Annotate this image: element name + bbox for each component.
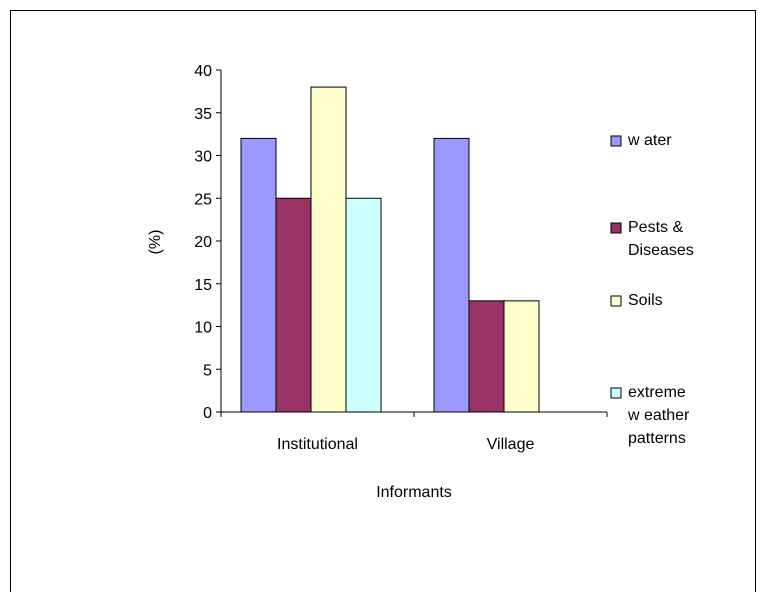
legend: w ater Pests & Diseases Soils extreme w eathe… [610, 132, 694, 447]
y-tick-label: 15 [194, 277, 212, 294]
legend-label-2: Soils [628, 292, 663, 309]
legend-label-1: Pests & [628, 219, 683, 236]
legend-swatch-3 [610, 387, 622, 399]
y-tick-label: 25 [194, 191, 212, 208]
legend-label-3: extreme [628, 384, 686, 401]
legend-swatch-1 [610, 222, 622, 234]
x-tick-label-institutional: Institutional [277, 436, 358, 453]
legend-label-0: w ater [627, 132, 672, 149]
y-tick-label: 30 [194, 149, 212, 166]
y-tick-label: 0 [203, 405, 212, 422]
bar-institutional-series-1 [275, 197, 312, 413]
plot-area: 0 5 10 15 20 25 30 35 40 Institutional Village [194, 63, 608, 453]
bar-institutional-series-0 [240, 137, 277, 413]
legend-label-3: patterns [628, 430, 686, 447]
x-tick-label-village: Village [487, 436, 535, 453]
y-tick-label: 35 [194, 106, 212, 123]
y-tick-label: 40 [194, 63, 212, 80]
bar-village-series-0 [433, 137, 470, 413]
bar-institutional-series-2 [310, 86, 347, 413]
legend-swatch-2 [610, 295, 622, 307]
y-tick-label: 5 [203, 362, 212, 379]
legend-label-1: Diseases [628, 242, 694, 259]
bar-village-series-2 [503, 300, 540, 413]
legend-swatch-0 [610, 135, 622, 147]
bar-institutional-series-3 [345, 197, 382, 413]
y-tick-label: 20 [194, 234, 212, 251]
legend-label-3: w eather [627, 407, 690, 424]
x-axis-label: Informants [376, 484, 452, 501]
bar-village-series-1 [468, 300, 505, 413]
chart-border [10, 10, 756, 592]
y-tick-label: 10 [194, 320, 212, 337]
y-axis-label: (%) [147, 230, 164, 255]
